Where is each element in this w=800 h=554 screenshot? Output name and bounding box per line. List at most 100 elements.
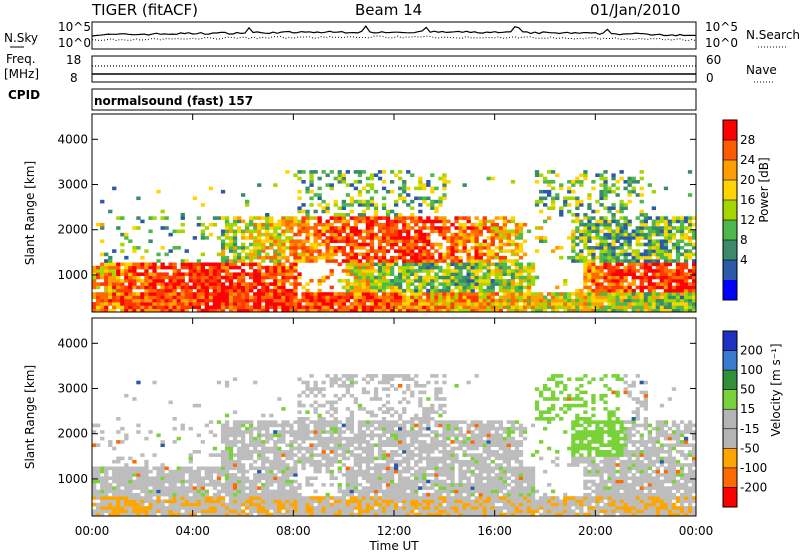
power-cell (309, 252, 314, 257)
velocity-cell (184, 492, 189, 497)
power-cell (518, 308, 524, 313)
power-cell (466, 285, 471, 290)
power-cell (357, 302, 363, 306)
velocity-cell (208, 496, 214, 500)
power-cell (474, 229, 479, 234)
power-cell (450, 288, 455, 293)
power-cell (422, 222, 427, 227)
power-cell (651, 285, 656, 290)
power-cell (510, 308, 516, 313)
power-cell (385, 298, 391, 303)
power-cell (543, 189, 548, 194)
velocity-cell (349, 502, 354, 507)
power-cell (224, 288, 230, 293)
power-cell (261, 222, 266, 227)
power-colorbar-label: Power [dB] (757, 157, 771, 222)
power-cell (410, 242, 415, 247)
power-cell (357, 170, 363, 174)
velocity-cell (273, 476, 278, 480)
power-cell (361, 239, 367, 243)
power-cell (651, 226, 656, 230)
power-cell (373, 213, 379, 217)
power-cell (361, 213, 367, 217)
velocity-cell (184, 499, 189, 504)
power-cell (631, 292, 636, 296)
velocity-cell (257, 479, 262, 484)
velocity-cell (196, 509, 201, 513)
power-cell (136, 216, 141, 220)
velocity-cell (341, 502, 346, 507)
power-cell (369, 265, 375, 270)
velocity-cell (148, 483, 153, 487)
power-cell (639, 193, 644, 197)
power-cell (120, 308, 125, 313)
velocity-cell (365, 506, 371, 510)
velocity-cell (144, 436, 149, 441)
power-cell (599, 216, 604, 220)
velocity-cell (228, 502, 234, 507)
velocity-cell (285, 483, 290, 487)
velocity-cell (277, 509, 282, 513)
velocity-cell (313, 489, 318, 494)
velocity-cell (261, 420, 266, 424)
velocity-cell (361, 423, 367, 428)
power-cell (587, 285, 592, 290)
power-cell (490, 308, 495, 313)
velocity-cell (257, 430, 262, 434)
power-cell (349, 308, 354, 313)
velocity-cell (172, 476, 177, 480)
power-cell (579, 183, 584, 187)
power-cell (265, 252, 270, 257)
velocity-cell (349, 469, 354, 474)
velocity-cell (156, 499, 161, 504)
velocity-cell (192, 403, 197, 408)
power-cell (607, 255, 612, 260)
power-cell (249, 285, 254, 290)
power-cell (631, 259, 636, 263)
power-cell (333, 259, 338, 263)
power-cell (498, 288, 503, 293)
velocity-cell (132, 473, 137, 477)
power-cell (369, 246, 375, 250)
power-cell (526, 285, 532, 290)
power-cell (579, 199, 584, 204)
velocity-cell (192, 473, 197, 477)
velocity-cell (232, 459, 238, 464)
velocity-cell (136, 423, 141, 428)
velocity-cell (277, 502, 282, 507)
velocity-cell (228, 496, 234, 500)
power-cell (639, 305, 644, 309)
power-cell (514, 232, 520, 237)
velocity-heatmap (92, 374, 697, 517)
velocity-cell (112, 446, 117, 451)
power-cell (647, 308, 652, 313)
power-cell (551, 186, 556, 191)
power-cell (200, 232, 205, 237)
power-cell (293, 249, 298, 253)
velocity-cell (180, 496, 185, 500)
power-cell (402, 199, 407, 204)
power-cell (124, 255, 129, 260)
power-cell (683, 232, 689, 237)
velocity-cell (317, 443, 322, 447)
velocity-cell (341, 496, 346, 500)
velocity-cell (305, 426, 310, 431)
velocity-cell (297, 417, 302, 421)
velocity-cell (377, 489, 383, 494)
power-cell (619, 176, 624, 181)
velocity-cell (301, 423, 306, 428)
power-cell (410, 219, 415, 224)
power-cell (623, 265, 628, 270)
power-cell (265, 232, 270, 237)
power-cell (220, 255, 226, 260)
power-cell (478, 259, 483, 263)
power-cell (486, 246, 491, 250)
power-cell (530, 269, 536, 273)
velocity-cell (293, 420, 298, 424)
power-cell (337, 176, 342, 181)
power-cell (623, 252, 628, 257)
power-cell (120, 295, 125, 300)
power-cell (390, 285, 395, 290)
power-cell (506, 298, 511, 303)
power-cell (172, 288, 177, 293)
